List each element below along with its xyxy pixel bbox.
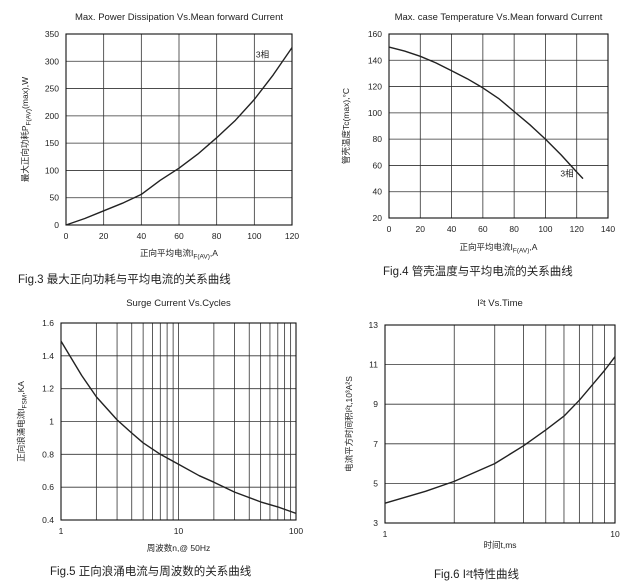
x-tick-label: 0: [64, 231, 69, 241]
x-tick-label: 1: [59, 526, 64, 536]
y-axis-label-text: 正向浪涌电流I: [16, 409, 26, 462]
y-axis-label-tail: ,KA: [16, 381, 26, 395]
x-axis-label-subscript: F(AV): [193, 254, 210, 261]
y-tick-label: 1.2: [42, 384, 54, 394]
y-tick-label: 350: [45, 29, 59, 39]
y-tick-label: 200: [45, 111, 59, 121]
x-axis-label-subscript: F(AV): [513, 248, 530, 255]
y-tick-label: 100: [45, 165, 59, 175]
x-axis-label-text: 正向平均电流I: [140, 248, 193, 258]
y-axis-label: 最大正向功耗PF(AV)(max),W: [20, 77, 33, 182]
y-axis-label-text: 管壳温度Tc(max),°C: [341, 88, 351, 164]
figure-caption: Fig.5 正向浪涌电流与周波数的关系曲线: [50, 564, 252, 578]
y-tick-label: 100: [368, 108, 382, 118]
x-tick-label: 120: [285, 231, 299, 241]
x-tick-label: 40: [137, 231, 147, 241]
curve-annotation: 3相: [560, 169, 573, 179]
y-tick-label: 1.6: [42, 318, 54, 328]
series-line-1: [65, 47, 293, 226]
y-tick-label: 300: [45, 56, 59, 66]
x-tick-label: 100: [538, 224, 552, 234]
x-axis-label: 周波数n,@ 50Hz: [147, 543, 210, 553]
plot-frame: [60, 322, 297, 521]
chart-title: Max. case Temperature Vs.Mean forward Cu…: [395, 12, 603, 23]
x-tick-label: 100: [289, 526, 303, 536]
x-axis-label: 正向平均电流IF(AV),A: [140, 248, 218, 261]
y-axis-label-subscript: FSM: [22, 395, 29, 409]
figure-caption: Fig.6 I²t特性曲线: [434, 567, 519, 581]
y-axis-label: 管壳温度Tc(max),°C: [341, 88, 351, 164]
x-axis-label-text: 周波数n,@ 50Hz: [147, 543, 210, 553]
x-tick-label: 140: [601, 224, 615, 234]
figure-caption: Fig.3 最大正向功耗与平均电流的关系曲线: [18, 272, 231, 286]
y-tick-label: 60: [373, 160, 383, 170]
y-axis-label: 电流平方时间积I²t,10³A²S: [344, 376, 354, 472]
x-tick-label: 10: [610, 529, 620, 539]
plot-frame: [65, 33, 293, 226]
y-tick-label: 1.4: [42, 351, 54, 361]
series-line-1: [384, 356, 616, 504]
x-axis-label-text: 正向平均电流I: [460, 242, 513, 252]
y-tick-label: 0.8: [42, 449, 54, 459]
y-axis-label-tail: (max),W: [20, 77, 30, 109]
y-tick-label: 1: [49, 417, 54, 427]
chart-panel-6: I²t Vs.Time 1 10 3 5 7 9 11 13 时间t,ms 电流平方时间积I²t,1…: [344, 298, 620, 581]
chart-panel-4: Max. case Temperature Vs.Mean forward Cu…: [341, 12, 615, 278]
x-tick-label: 80: [212, 231, 222, 241]
y-tick-label: 40: [373, 187, 383, 197]
y-tick-label: 250: [45, 84, 59, 94]
x-tick-label: 60: [478, 224, 488, 234]
x-tick-label: 60: [174, 231, 184, 241]
y-tick-label: 150: [45, 138, 59, 148]
y-tick-label: 0.4: [42, 515, 54, 525]
y-tick-label: 80: [373, 134, 383, 144]
chart-panel-3: Max. Power Dissipation Vs.Mean forward C…: [18, 12, 299, 286]
y-tick-label: 160: [368, 29, 382, 39]
y-tick-label: 20: [373, 213, 383, 223]
x-tick-label: 100: [247, 231, 261, 241]
x-axis-label: 时间t,ms: [483, 540, 516, 550]
plot-frame: [388, 33, 609, 219]
y-tick-label: 7: [373, 439, 378, 449]
y-tick-label: 9: [373, 399, 378, 409]
series-line-1: [60, 340, 297, 515]
y-tick-label: 5: [373, 478, 378, 488]
chart-title: Max. Power Dissipation Vs.Mean forward C…: [75, 12, 283, 23]
x-tick-label: 0: [387, 224, 392, 234]
figure-caption: Fig.4 管壳温度与平均电流的关系曲线: [383, 264, 573, 278]
x-tick-label: 20: [416, 224, 426, 234]
y-tick-label: 140: [368, 55, 382, 65]
y-tick-label: 120: [368, 82, 382, 92]
chart-title: Surge Current Vs.Cycles: [126, 298, 231, 309]
x-axis-label-text: 时间t,ms: [483, 540, 516, 550]
x-tick-label: 120: [570, 224, 584, 234]
x-tick-label: 40: [447, 224, 457, 234]
y-tick-label: 0.6: [42, 482, 54, 492]
y-tick-label: 50: [50, 193, 60, 203]
x-tick-label: 10: [174, 526, 184, 536]
x-tick-label: 80: [509, 224, 519, 234]
chart-title: I²t Vs.Time: [477, 298, 523, 309]
x-tick-label: 1: [383, 529, 388, 539]
y-tick-label: 0: [54, 220, 59, 230]
curve-annotation: 3相: [256, 49, 269, 59]
y-axis-label-subscript: F(AV): [26, 109, 33, 126]
x-axis-label: 正向平均电流IF(AV),A: [460, 242, 538, 255]
series-line-1: [388, 46, 584, 180]
chart-panel-5: Surge Current Vs.Cycles 1 10 100 0.4 0.6 0.8 1 1…: [16, 298, 303, 578]
x-axis-label-tail: ,A: [210, 248, 218, 258]
y-tick-label: 13: [369, 320, 379, 330]
x-axis-label-tail: ,A: [529, 242, 537, 252]
y-axis-label-text: 最大正向功耗P: [20, 125, 30, 182]
x-tick-label: 20: [99, 231, 109, 241]
plot-frame: [384, 324, 616, 524]
y-axis-label: 正向浪涌电流IFSM,KA: [16, 381, 29, 462]
y-axis-label-text: 电流平方时间积I²t,10³A²S: [344, 376, 354, 472]
y-tick-label: 11: [369, 360, 378, 370]
y-tick-label: 3: [373, 518, 378, 528]
